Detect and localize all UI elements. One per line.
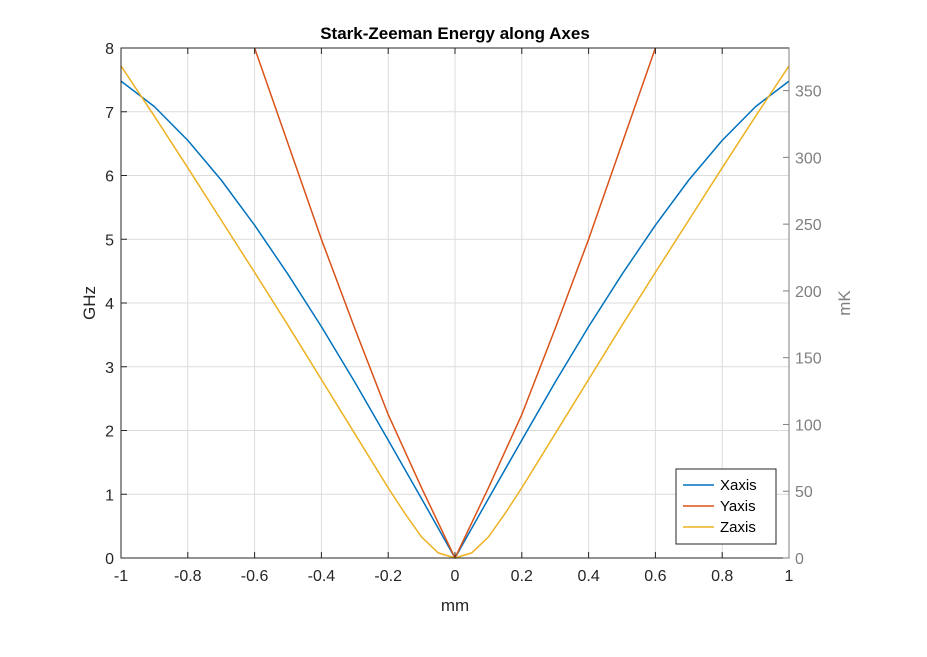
legend-label-zaxis: Zaxis — [720, 519, 756, 536]
y-tick-label-left: 5 — [105, 232, 114, 249]
x-tick-label: 0.8 — [711, 568, 733, 585]
y-tick-label-left: 3 — [105, 360, 114, 377]
x-tick-label: -0.2 — [374, 568, 402, 585]
x-tick-label: 0.4 — [577, 568, 599, 585]
y-tick-label-right: 250 — [795, 217, 822, 234]
x-axis-label: mm — [441, 596, 469, 615]
y-tick-label-right: 100 — [795, 417, 822, 434]
x-tick-label: -0.4 — [308, 568, 336, 585]
y-tick-label-right: 150 — [795, 351, 822, 368]
x-tick-label: 1 — [785, 568, 794, 585]
y-axis-label-left: GHz — [80, 286, 99, 320]
x-tick-label: 0.6 — [644, 568, 666, 585]
chart-title: Stark-Zeeman Energy along Axes — [320, 24, 590, 43]
y-tick-label-right: 0 — [795, 551, 804, 568]
x-tick-label: -0.8 — [174, 568, 202, 585]
x-tick-label: 0.2 — [511, 568, 533, 585]
y-tick-label-left: 1 — [105, 487, 114, 504]
y-tick-label-right: 50 — [795, 484, 813, 501]
y-tick-label-right: 350 — [795, 84, 822, 101]
y-tick-label-left: 7 — [105, 105, 114, 122]
y-axis-label-right: mK — [835, 290, 854, 316]
y-tick-label-left: 6 — [105, 169, 114, 186]
ticks: -1 -0.8 -0.6 -0.4 -0.2 0 0.2 0.4 0.6 0.8 101234567… — [105, 41, 822, 585]
x-tick-label: -0.6 — [241, 568, 269, 585]
x-tick-label: 0 — [451, 568, 460, 585]
legend: Xaxis Yaxis Zaxis — [675, 468, 777, 545]
y-tick-label-right: 300 — [795, 150, 822, 167]
legend-label-xaxis: Xaxis — [720, 477, 757, 494]
y-tick-label-right: 200 — [795, 284, 822, 301]
x-tick-label: -1 — [114, 568, 128, 585]
y-tick-label-left: 2 — [105, 424, 114, 441]
y-tick-label-left: 8 — [105, 41, 114, 58]
legend-label-yaxis: Yaxis — [720, 498, 756, 515]
y-tick-label-left: 0 — [105, 551, 114, 568]
y-tick-label-left: 4 — [105, 296, 114, 313]
